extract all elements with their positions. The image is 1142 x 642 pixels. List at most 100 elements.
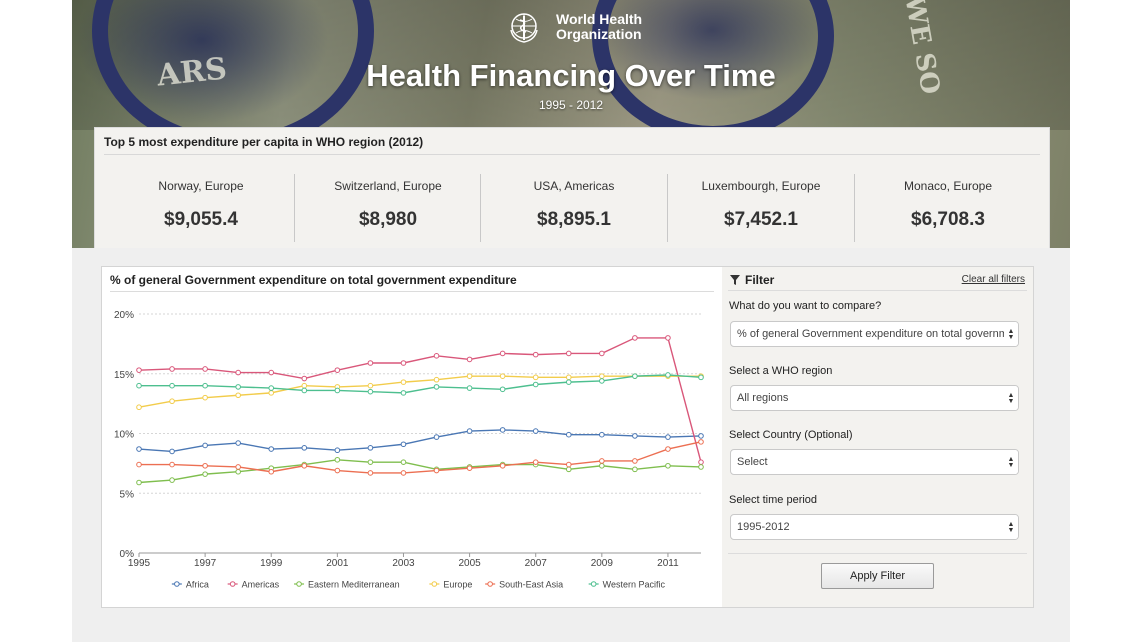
data-point [698, 433, 704, 439]
x-tick-label: 2001 [326, 558, 349, 569]
select-arrows-icon: ▲ ▼ [1004, 515, 1018, 539]
select-arrows-icon: ▲ ▼ [1004, 386, 1018, 410]
data-point [698, 374, 704, 381]
country-select-value: Select [737, 456, 768, 468]
data-point [367, 445, 374, 451]
divider [104, 154, 1040, 155]
data-point [599, 431, 605, 438]
apply-filter-button[interactable]: Apply Filter [821, 563, 934, 589]
data-point [599, 373, 605, 379]
data-point [268, 468, 275, 475]
data-point [268, 369, 275, 376]
data-point [400, 459, 407, 465]
filter-panel: Filter Clear all filters What do you wan… [722, 266, 1034, 608]
top5-panel: Top 5 most expenditure per capita in WHO… [94, 127, 1050, 248]
data-point [235, 384, 241, 390]
top5-item-label: Norway, Europe [158, 179, 244, 193]
data-point [136, 404, 142, 411]
data-point [301, 387, 308, 394]
clear-all-filters-link[interactable]: Clear all filters [961, 274, 1025, 285]
data-point [565, 374, 572, 381]
data-point [466, 465, 473, 471]
data-point [499, 462, 506, 469]
x-tick-label: 1997 [194, 558, 217, 569]
data-point [400, 360, 407, 366]
x-tick-label: 2009 [591, 558, 614, 569]
x-tick-label: 1995 [128, 558, 151, 569]
data-point [565, 350, 572, 357]
data-point [235, 392, 241, 399]
time-period-select-value: 1995-2012 [737, 521, 790, 533]
country-select[interactable]: Select ▲ ▼ [730, 449, 1019, 475]
top5-item: Luxembourgh, Europe $7,452.1 [667, 174, 854, 242]
data-point [499, 386, 506, 393]
data-point [466, 385, 473, 391]
data-point [400, 470, 407, 476]
legend-marker [296, 581, 302, 587]
data-point [599, 378, 605, 384]
top5-item-label: Monaco, Europe [903, 179, 993, 193]
legend-marker [590, 581, 597, 587]
data-point [235, 468, 241, 475]
time-period-label: Select time period [729, 494, 818, 506]
data-point [367, 459, 374, 465]
data-point [334, 456, 341, 463]
data-point [235, 369, 241, 376]
top5-item-value: $6,708.3 [911, 209, 985, 230]
divider [110, 291, 714, 292]
filter-heading: Filter [730, 273, 774, 287]
data-point [367, 470, 374, 476]
data-point [136, 382, 142, 389]
data-point [169, 448, 175, 455]
data-point [235, 464, 241, 470]
top5-item: Norway, Europe $9,055.4 [108, 174, 294, 242]
data-point [499, 350, 506, 357]
select-arrows-icon: ▲ ▼ [1004, 322, 1018, 346]
data-point [136, 479, 142, 486]
data-point [169, 366, 175, 372]
top5-item-value: $8,895.1 [537, 209, 611, 230]
region-select[interactable]: All regions ▲ ▼ [730, 385, 1019, 411]
data-point [202, 442, 208, 449]
data-point [466, 356, 473, 363]
compare-select[interactable]: % of general Government expenditure on t… [730, 321, 1019, 347]
data-point [367, 382, 374, 389]
legend-label: Western Pacific [603, 580, 666, 590]
chart-panel: % of general Government expenditure on t… [101, 266, 723, 608]
legend-label: Europe [443, 580, 472, 590]
org-name-line2: Organization [556, 26, 642, 42]
legend-marker [229, 581, 236, 587]
time-period-select[interactable]: 1995-2012 ▲ ▼ [730, 514, 1019, 540]
data-point [301, 445, 308, 451]
data-point [565, 461, 572, 468]
legend-marker [487, 581, 493, 587]
who-emblem-icon [510, 13, 538, 43]
data-point [499, 427, 506, 433]
data-point [632, 433, 638, 439]
legend-label: Eastern Mediterranean [308, 580, 400, 590]
data-point [367, 360, 374, 366]
top5-item-label: Luxembourgh, Europe [701, 179, 821, 193]
data-point [466, 428, 473, 434]
hero-banner: ARS WE SO World Health Organization Heal… [72, 0, 1070, 248]
top5-item-label: Switzerland, Europe [334, 179, 442, 193]
series-line [139, 441, 702, 474]
data-point [268, 390, 275, 396]
data-point [334, 467, 341, 474]
data-point [235, 440, 241, 446]
page-subtitle: 1995 - 2012 [538, 98, 604, 112]
data-point [202, 471, 208, 477]
data-point [532, 428, 539, 434]
top5-item-label: USA, Americas [533, 179, 615, 193]
data-point [532, 351, 539, 358]
data-point [301, 382, 308, 389]
top5-item-value: $9,055.4 [164, 209, 238, 230]
data-point [169, 477, 175, 483]
who-logo: World Health Organization [508, 10, 642, 44]
y-tick-label: 15% [114, 370, 134, 381]
data-point [499, 373, 506, 379]
data-point [169, 382, 175, 389]
data-point [698, 459, 704, 465]
y-tick-label: 20% [114, 310, 134, 321]
data-point [202, 462, 208, 469]
